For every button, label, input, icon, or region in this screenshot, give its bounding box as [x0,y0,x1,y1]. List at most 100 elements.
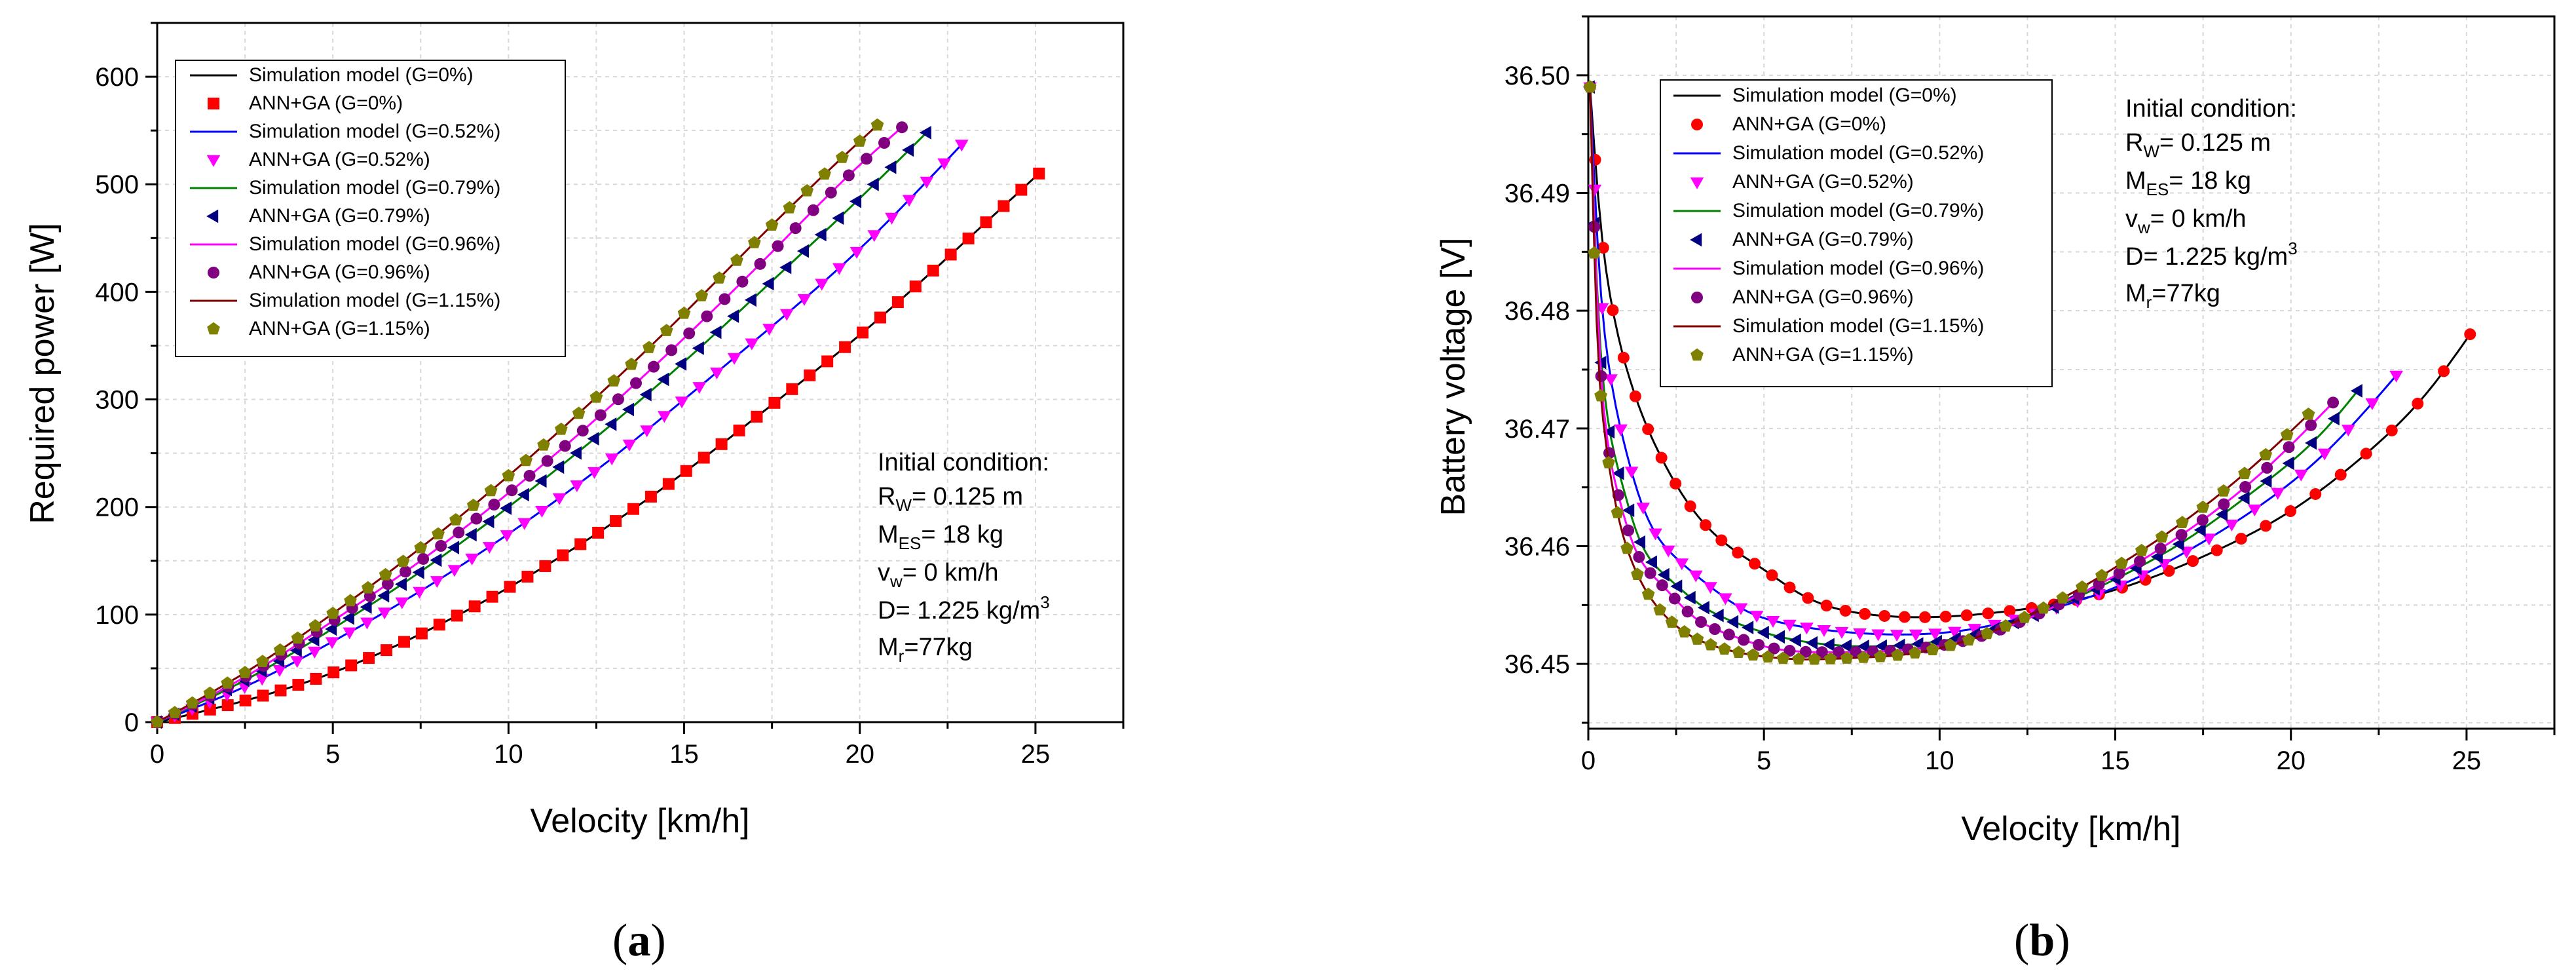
series-marker-1 [290,656,304,668]
series-marker-4 [1690,632,1704,645]
series-marker-1 [377,607,392,620]
series-marker-2 [342,611,354,625]
series-marker-4 [432,527,445,540]
series-marker-0 [2211,544,2223,556]
series-marker-2 [500,501,512,515]
series-marker-2 [1670,579,1683,594]
series-marker-0 [433,619,445,631]
series-marker-4 [273,643,287,656]
series-marker-2 [1727,615,1739,629]
series-marker-1 [762,324,776,336]
series-marker-0 [2309,488,2322,500]
series-marker-3 [736,275,749,288]
series-marker-2 [2215,507,2228,522]
series-marker-4 [1857,651,1870,663]
series-marker-2 [2305,436,2317,450]
series-a [150,118,1045,729]
y-tick-label: 200 [95,493,139,522]
legend-entry-label: Simulation model (G=0.52%) [249,121,500,142]
y-tick-label: 36.50 [1504,62,1570,90]
series-marker-2 [377,588,390,603]
series-marker-1 [954,140,969,152]
legend-marker-swatch [1690,233,1702,247]
series-marker-3 [2305,419,2317,431]
series-marker-4 [1792,652,1805,665]
series-marker-4 [1677,625,1691,638]
series-marker-1 [832,263,846,275]
series-marker-1 [885,212,899,225]
series-marker-4 [783,201,796,214]
y-tick-label: 36.48 [1504,297,1570,326]
series-marker-2 [464,528,477,542]
legend-marker-swatch [1690,348,1704,361]
series-marker-0 [644,490,657,503]
series-marker-1 [2225,520,2239,532]
series-marker-4 [2176,516,2189,528]
series-marker-4 [344,594,357,607]
series-marker-2 [2327,412,2340,426]
legend-marker-swatch [206,209,219,223]
series-marker-0 [327,666,340,679]
annotation-title-a: Initial condition: [878,449,1049,476]
series-marker-0 [1839,604,1852,617]
series-marker-4 [2238,467,2251,480]
series-marker-0 [221,699,234,712]
series-marker-0 [768,396,781,409]
series-marker-4 [1732,645,1745,658]
series-marker-0 [1700,519,1712,531]
series-marker-2 [1742,621,1754,634]
series-marker-2 [394,577,407,591]
series-marker-0 [1878,609,1891,622]
legend-entry-label: ANN+GA (G=0.96%) [1732,286,1914,308]
series-marker-1 [1909,629,1923,642]
y-tick-label: 300 [95,386,139,415]
series-marker-1 [1675,558,1689,571]
series-marker-4 [362,581,375,594]
series-marker-0 [2438,365,2450,377]
y-tick-label: 100 [95,601,139,630]
series-marker-4 [625,357,638,370]
series-marker-0 [857,326,869,339]
x-tick-label: 0 [150,740,164,769]
series-marker-0 [451,609,463,622]
series-marker-0 [1642,423,1654,435]
series-marker-4 [1746,648,1760,661]
series-marker-1 [482,542,496,554]
series-marker-3 [1681,605,1694,618]
annotation-rw-a: RW= 0.125 m [878,483,1023,515]
series-marker-0 [786,383,798,395]
caption-a: (a) [612,915,666,966]
series-marker-1 [849,246,864,259]
series-marker-2 [605,417,617,431]
series-marker-3 [453,526,465,539]
y-tick-label: 36.46 [1504,533,1570,562]
series-marker-0 [1802,592,1814,604]
series-marker-4 [466,499,480,511]
series-marker-4 [168,706,181,718]
legend-entry-label: Simulation model (G=1.15%) [249,290,500,311]
legend-entry-label: Simulation model (G=0.96%) [1732,258,1984,279]
series-marker-4 [326,606,339,619]
series-marker-2 [657,372,669,387]
series-marker-0 [345,659,358,672]
series-marker-4 [151,715,164,728]
series-marker-1 [2317,448,2332,461]
series-marker-0 [1783,581,1796,594]
series-marker-3 [1709,623,1721,636]
series-marker-0 [927,264,939,277]
series-marker-0 [698,451,710,464]
series-marker-2 [587,432,599,446]
series-marker-0 [2235,533,2247,545]
series-marker-1 [1734,603,1748,615]
y-tick-label: 0 [124,708,139,737]
series-marker-4 [713,271,726,284]
series-marker-1 [272,665,287,678]
series-marker-4 [291,631,305,644]
series-marker-4 [1981,626,1994,640]
annotation-mes-a: MES= 18 kg [878,521,1003,553]
annotation-a: Initial condition: RW= 0.125 m MES= 18 k… [878,449,1050,666]
series-marker-4 [1823,652,1837,664]
legend-b: Simulation model (G=0%) ANN+GA (G=0%) Simu… [1660,79,2053,387]
series-marker-3 [594,409,607,421]
series-marker-0 [557,549,569,562]
